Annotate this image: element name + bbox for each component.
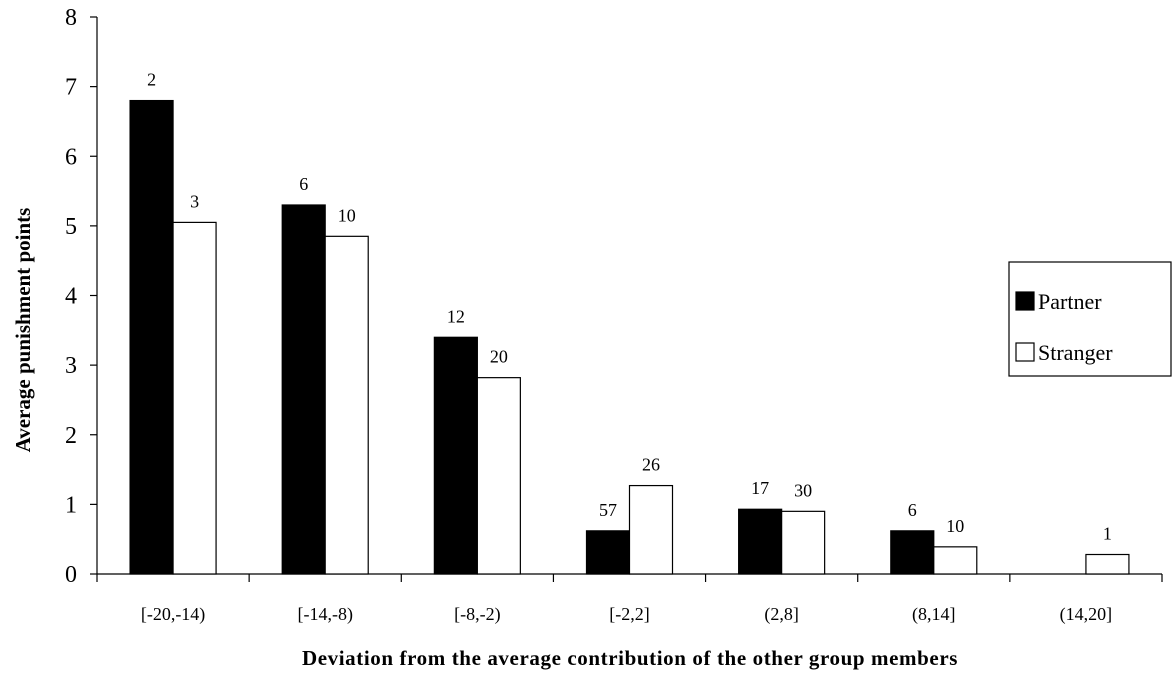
legend-swatch-partner bbox=[1015, 291, 1035, 311]
data-label-partner: 17 bbox=[751, 478, 769, 498]
data-label-stranger: 20 bbox=[490, 347, 508, 367]
legend-label-stranger: Stranger bbox=[1038, 340, 1113, 365]
x-axis-title: Deviation from the average contribution … bbox=[302, 646, 958, 670]
data-label-partner: 6 bbox=[299, 174, 308, 194]
y-tick-label: 8 bbox=[65, 5, 77, 31]
x-tick-label: (8,14] bbox=[912, 604, 956, 625]
data-label-stranger: 10 bbox=[338, 205, 356, 225]
y-tick-label: 1 bbox=[65, 492, 77, 518]
y-tick-label: 7 bbox=[65, 75, 77, 101]
y-tick-label: 6 bbox=[65, 144, 77, 170]
data-label-stranger: 3 bbox=[190, 191, 199, 211]
legend: Partner Stranger bbox=[1008, 261, 1172, 377]
y-axis-title: Average punishment points bbox=[11, 208, 35, 453]
data-label-stranger: 26 bbox=[642, 455, 660, 475]
y-tick-label: 3 bbox=[65, 353, 77, 379]
data-label-partner: 57 bbox=[599, 500, 617, 520]
x-tick-label: [-14,-8) bbox=[297, 604, 352, 625]
x-tick-label: [-8,-2) bbox=[454, 604, 500, 625]
x-tick-label: (2,8] bbox=[764, 604, 799, 625]
y-tick-label: 5 bbox=[65, 214, 77, 240]
data-label-stranger: 1 bbox=[1103, 524, 1112, 544]
x-tick-label: [-20,-14) bbox=[141, 604, 205, 625]
bar-partner bbox=[585, 530, 631, 575]
bars bbox=[129, 99, 1130, 575]
x-tick-label: [-2,2] bbox=[609, 604, 649, 624]
data-label-partner: 6 bbox=[908, 500, 917, 520]
bar-partner bbox=[890, 530, 935, 575]
bar-partner bbox=[433, 336, 478, 575]
bar-partner bbox=[738, 508, 783, 575]
data-label-partner: 2 bbox=[147, 70, 156, 90]
bar-stranger bbox=[1085, 553, 1130, 575]
bar-stranger bbox=[781, 510, 826, 575]
bar-stranger bbox=[933, 546, 978, 575]
x-tick-label: (14,20] bbox=[1060, 604, 1113, 625]
legend-swatch-stranger bbox=[1015, 342, 1035, 362]
legend-label-partner: Partner bbox=[1038, 289, 1102, 314]
bar-partner bbox=[281, 204, 326, 575]
bar-stranger bbox=[324, 235, 369, 575]
y-tick-label: 4 bbox=[65, 284, 77, 310]
data-label-partner: 12 bbox=[447, 306, 465, 326]
bar-partner bbox=[129, 99, 174, 575]
y-tick-label: 2 bbox=[65, 423, 77, 449]
bar-stranger bbox=[628, 484, 674, 575]
data-label-stranger: 30 bbox=[794, 480, 812, 500]
data-label-stranger: 10 bbox=[946, 516, 964, 536]
bar-stranger bbox=[172, 221, 217, 575]
bar-stranger bbox=[476, 377, 521, 575]
legend-frame bbox=[1008, 261, 1172, 377]
y-tick-label: 0 bbox=[65, 562, 77, 588]
